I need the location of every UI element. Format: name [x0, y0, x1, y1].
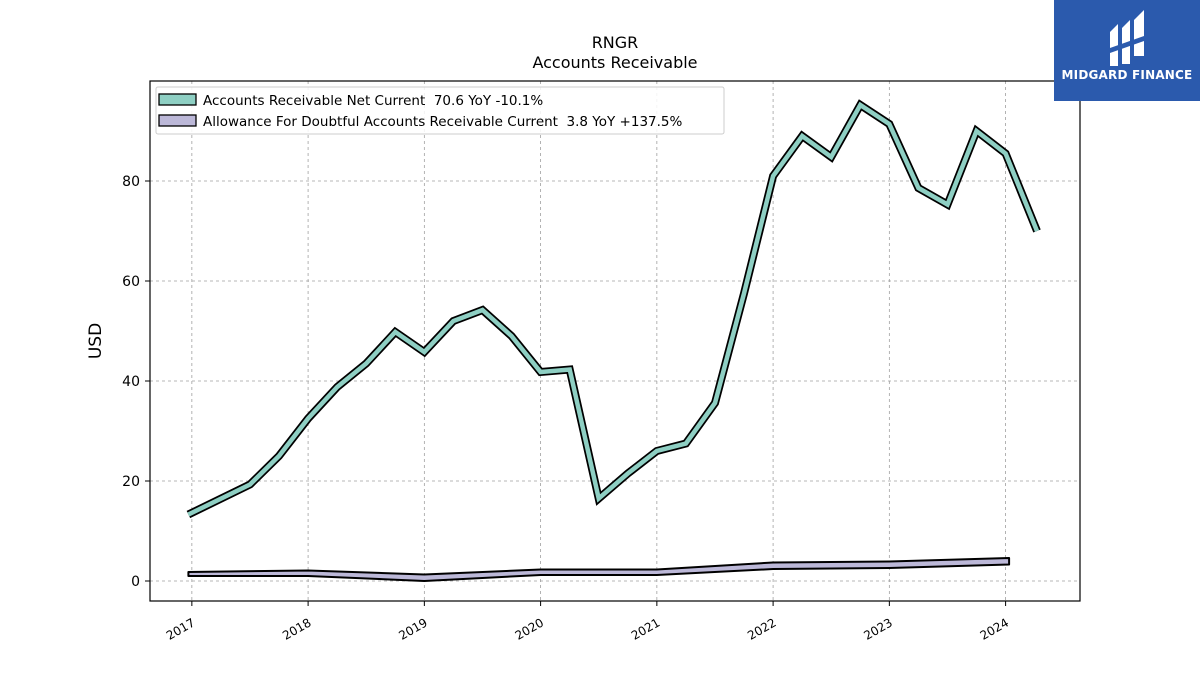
y-axis-label: USD — [86, 323, 106, 359]
legend-box — [155, 86, 725, 135]
series-band-allowance — [187, 557, 1011, 582]
x-tick-label: 2023 — [861, 615, 894, 642]
legend-swatch-accounts-receivable — [158, 93, 197, 106]
grid-layer — [150, 81, 1080, 601]
y-tick-label: 0 — [131, 574, 140, 590]
x-tick-label: 2021 — [629, 615, 662, 642]
x-tick-label: 2020 — [513, 615, 546, 642]
legend-label-accounts-receivable: Accounts Receivable Net Current 70.6 YoY… — [203, 93, 543, 109]
y-tick-label: 80 — [122, 174, 140, 190]
legend-label-allowance: Allowance For Doubtful Accounts Receivab… — [203, 114, 683, 130]
brand-logo-text: MIDGARD FINANCE — [1061, 68, 1193, 82]
y-tick-label: 40 — [122, 374, 140, 390]
legend-swatch-allowance — [158, 114, 197, 127]
y-tick-label: 60 — [122, 274, 140, 290]
x-tick-label: 2018 — [280, 615, 313, 642]
chart-title: RNGR — [592, 33, 639, 52]
series-layer — [186, 99, 1041, 582]
y-tick-label: 20 — [122, 474, 140, 490]
series-line-accounts-receivable — [187, 101, 1040, 517]
x-tick-label: 2017 — [164, 615, 197, 642]
legend: Accounts Receivable Net Current 70.6 YoY… — [155, 86, 725, 135]
plot-frame — [149, 80, 1081, 602]
x-tick-label: 2019 — [396, 615, 429, 642]
chart-subtitle: Accounts Receivable — [532, 53, 697, 72]
tick-layer: 0 20 40 60 80 2017 2018 2019 2020 2021 2022 2023 202… — [122, 174, 1011, 643]
brand-logo: MIDGARD FINANCE — [1054, 0, 1200, 101]
x-tick-label: 2022 — [745, 615, 778, 642]
x-tick-label: 2024 — [978, 615, 1011, 642]
midgard-logo-icon — [1110, 10, 1144, 66]
